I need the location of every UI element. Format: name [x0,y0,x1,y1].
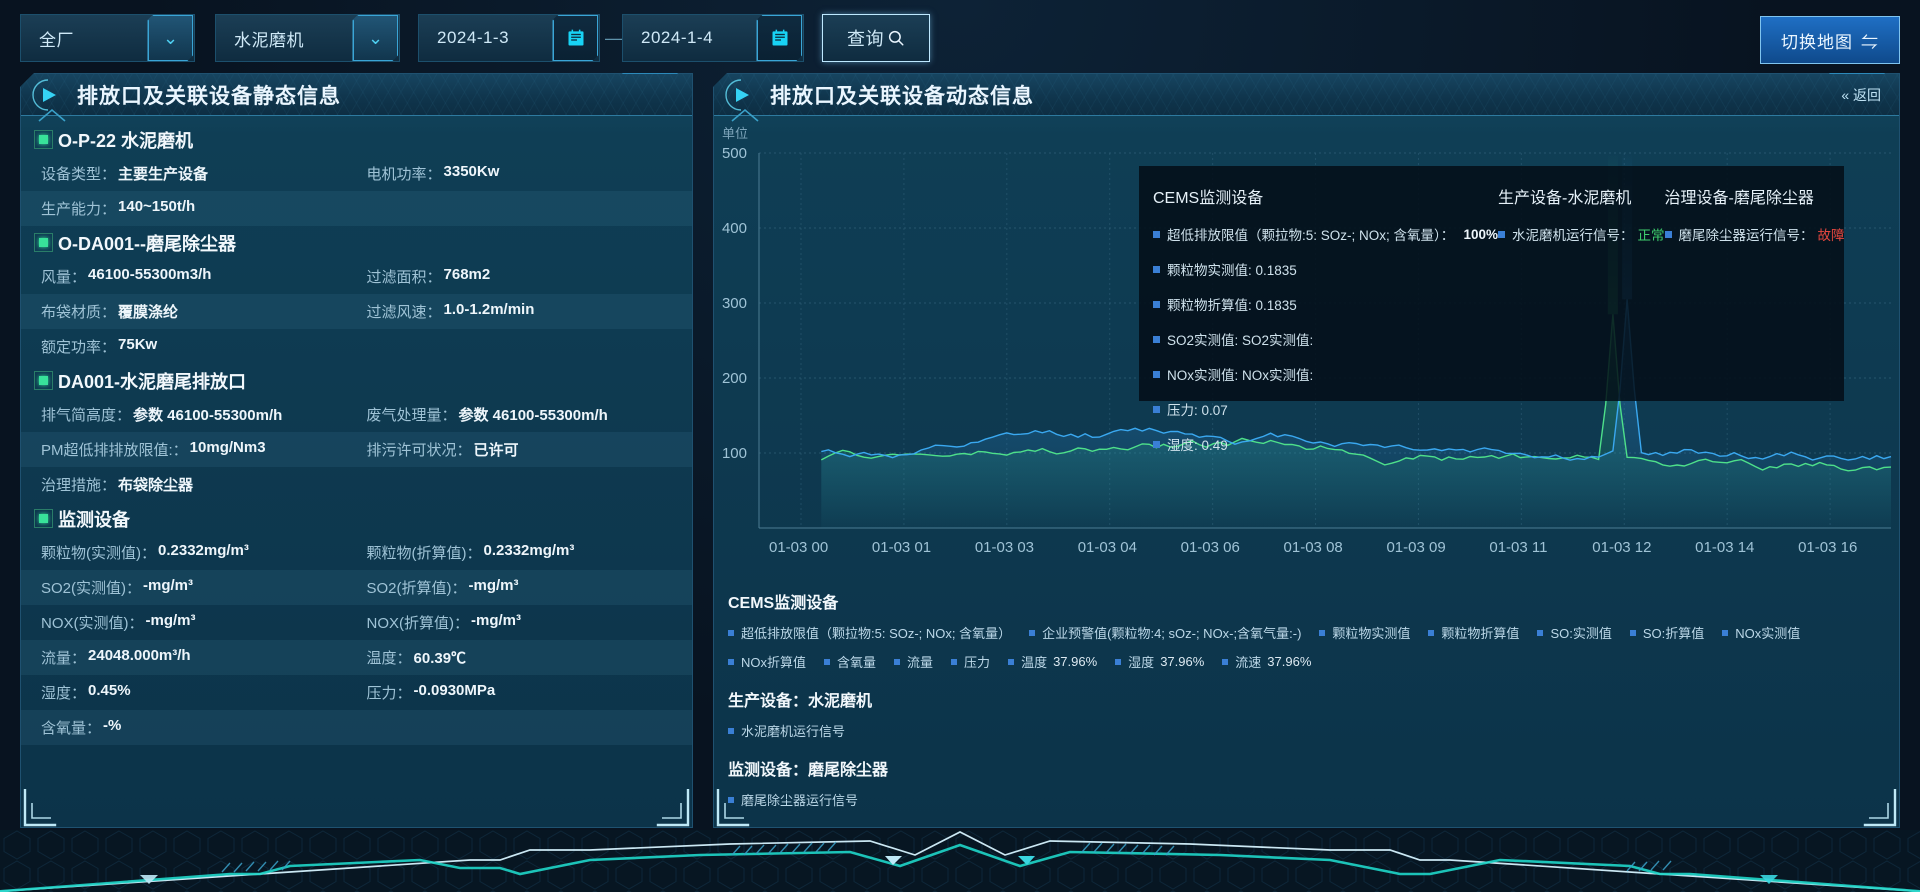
svg-text:100: 100 [722,445,747,462]
svg-text:01-03 12: 01-03 12 [1592,539,1651,553]
svg-text:01-03 08: 01-03 08 [1284,539,1343,553]
svg-text:200: 200 [722,370,747,387]
svg-text:01-03 00: 01-03 00 [769,539,828,553]
svg-text:01-03 03: 01-03 03 [975,539,1034,553]
svg-text:01-03 16: 01-03 16 [1798,539,1857,553]
svg-text:01-03 01: 01-03 01 [872,539,931,553]
svg-text:400: 400 [722,220,747,237]
svg-text:500: 500 [722,145,747,162]
svg-text:300: 300 [722,295,747,312]
svg-text:01-03 11: 01-03 11 [1489,539,1547,553]
svg-text:01-03 04: 01-03 04 [1078,539,1137,553]
svg-text:01-03 06: 01-03 06 [1181,539,1240,553]
svg-text:01-03 14: 01-03 14 [1695,539,1754,553]
svg-text:01-03 09: 01-03 09 [1386,539,1445,553]
